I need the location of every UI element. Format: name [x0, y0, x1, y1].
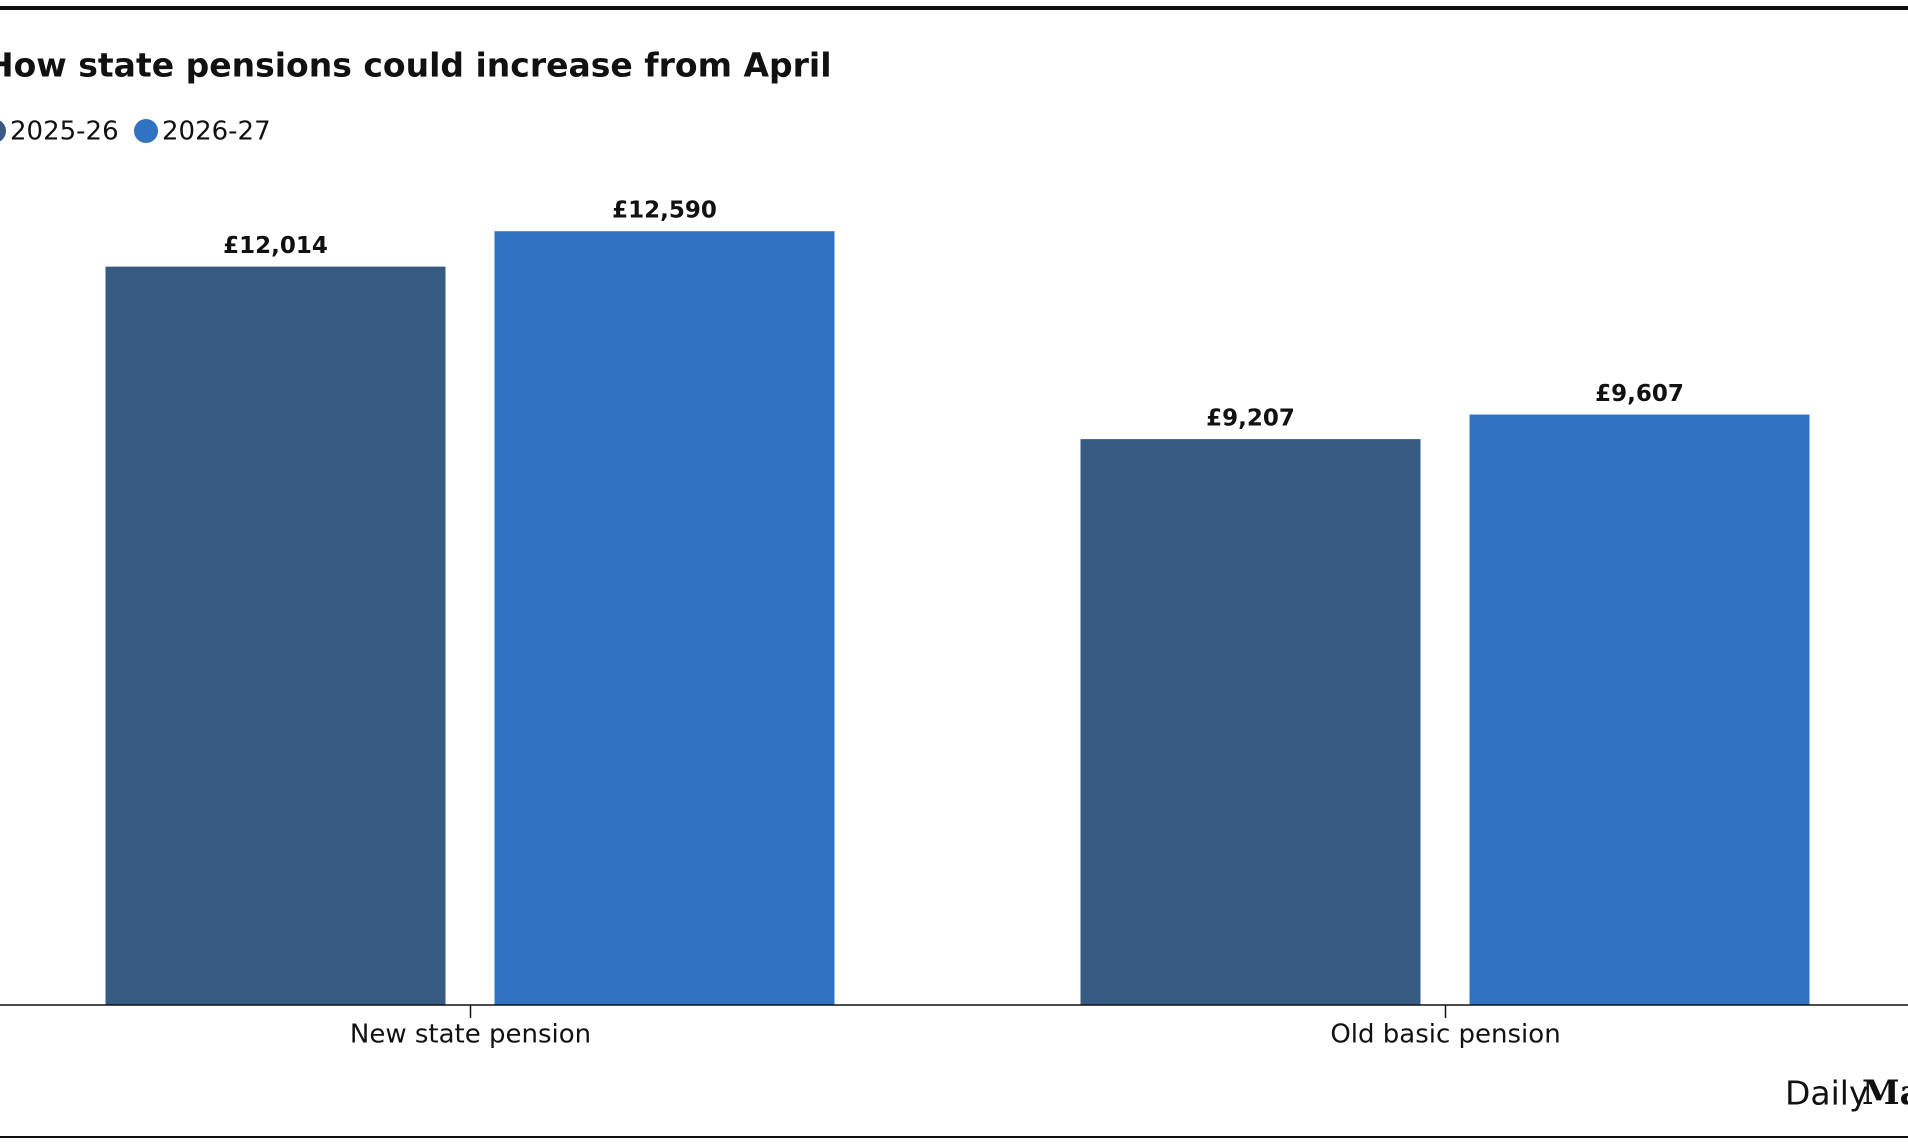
legend-swatch [134, 119, 158, 143]
value-label: £12,590 [612, 198, 717, 224]
chart-title: How state pensions could increase from A… [0, 46, 832, 85]
value-label: £9,207 [1206, 406, 1295, 432]
value-label: £12,014 [223, 233, 328, 259]
legend-swatch [0, 120, 6, 142]
logo-text: Daily [1785, 1074, 1869, 1113]
value-label: £9,607 [1595, 381, 1684, 407]
bar [1469, 414, 1810, 1005]
bar [494, 231, 835, 1006]
legend-label: 2026-27 [162, 117, 271, 147]
x-tick-label: Old basic pension [1330, 1020, 1560, 1050]
logo-text: Mail [1862, 1073, 1908, 1113]
x-tick-label: New state pension [350, 1020, 591, 1050]
bar [1080, 439, 1421, 1005]
legend-label: 2025-26 [10, 117, 119, 147]
bar [105, 266, 446, 1005]
